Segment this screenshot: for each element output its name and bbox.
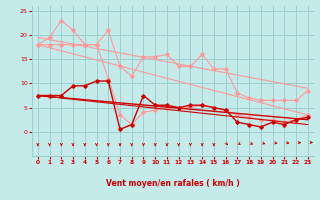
X-axis label: Vent moyen/en rafales ( km/h ): Vent moyen/en rafales ( km/h ) (106, 179, 240, 188)
